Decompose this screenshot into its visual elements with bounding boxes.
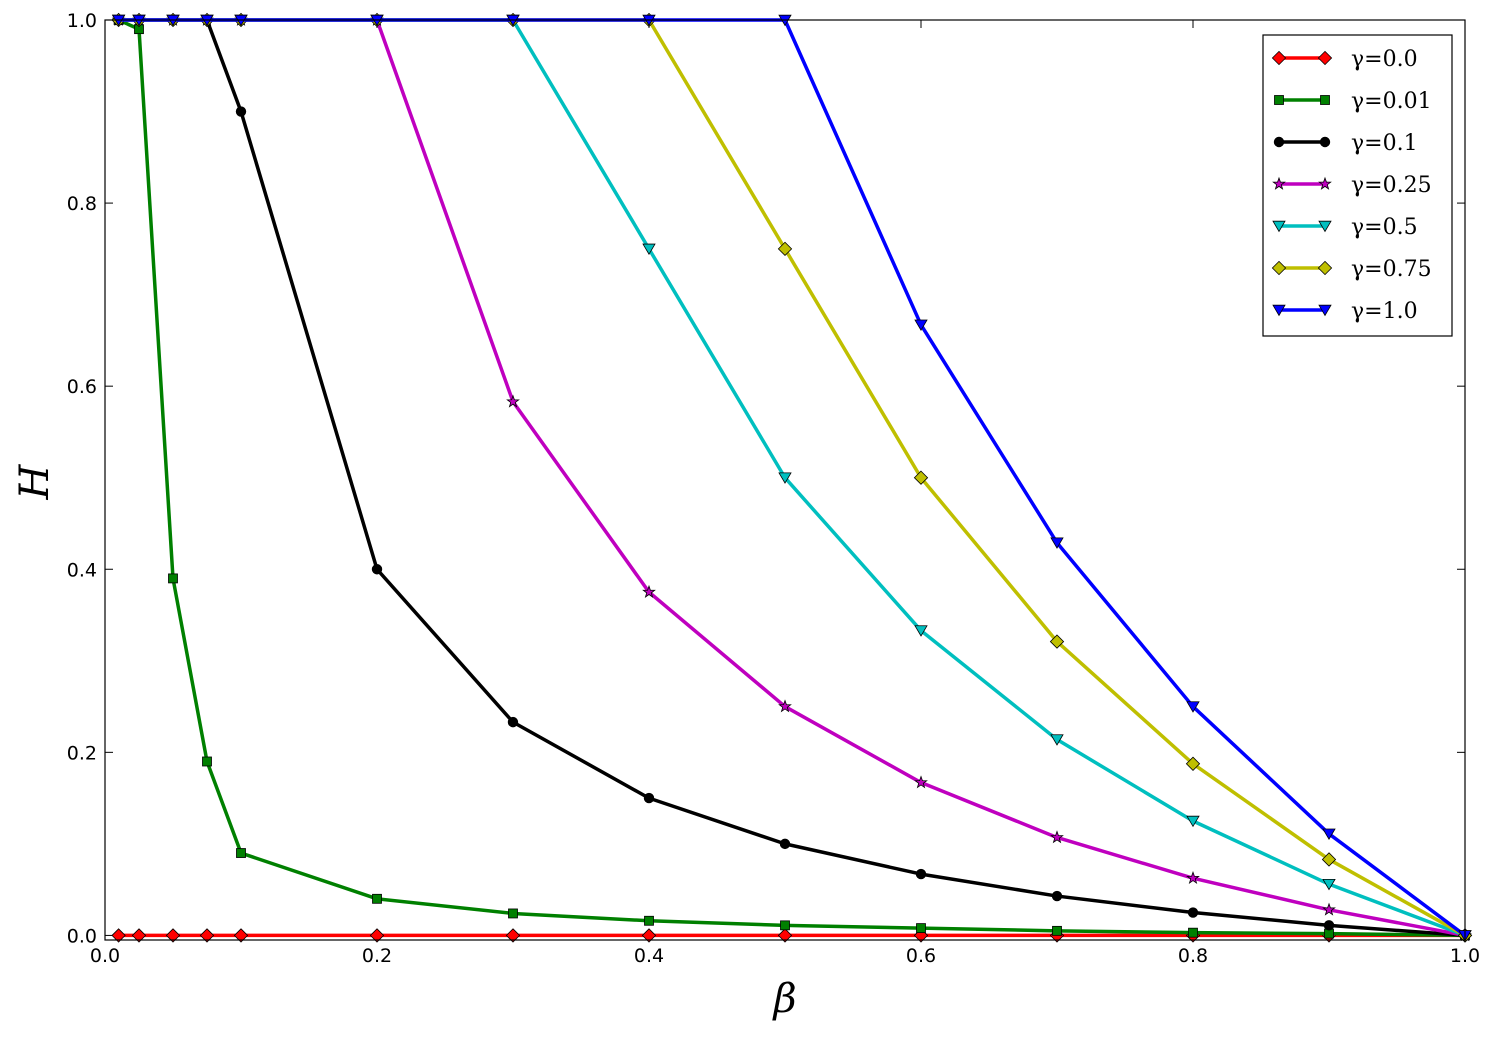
y-tick-label: 0.6 — [67, 376, 97, 398]
data-point — [372, 893, 382, 904]
data-point — [777, 928, 793, 943]
legend-marker — [1272, 304, 1286, 317]
x-tick-label: 0.0 — [90, 945, 120, 967]
x-tick-label: 1.0 — [1450, 945, 1480, 967]
data-point — [642, 243, 656, 256]
data-point — [165, 928, 181, 943]
data-point — [643, 792, 655, 804]
legend-label: γ=0.1 — [1351, 131, 1418, 156]
legend-marker — [1271, 260, 1287, 276]
y-tick-label: 0.8 — [67, 193, 97, 215]
legend-marker — [1318, 304, 1332, 317]
legend-label: γ=1.0 — [1351, 299, 1418, 324]
data-point — [914, 625, 928, 637]
x-axis-label: β — [771, 976, 796, 1022]
legend-marker — [1271, 50, 1287, 66]
data-point — [1185, 756, 1201, 771]
data-point — [1322, 902, 1336, 916]
data-point — [1051, 890, 1063, 902]
data-point — [1186, 870, 1200, 885]
legend-label: γ=0.01 — [1351, 89, 1432, 114]
data-point — [199, 928, 215, 943]
series-line — [117, 18, 1466, 938]
data-point — [369, 928, 385, 943]
data-point — [233, 928, 249, 943]
legend-marker — [1320, 95, 1330, 105]
data-point — [641, 928, 657, 943]
data-point — [1187, 907, 1199, 918]
data-point — [642, 584, 656, 598]
data-point — [1050, 830, 1064, 844]
legend-marker — [1272, 220, 1286, 233]
data-point — [1186, 701, 1200, 713]
legend-label: γ=0.75 — [1351, 257, 1432, 282]
data-point — [913, 470, 929, 485]
legend-marker — [1317, 50, 1333, 66]
legend-label: γ=0.5 — [1351, 215, 1418, 240]
legend-marker — [1317, 260, 1333, 276]
data-point — [371, 564, 383, 575]
data-point — [777, 241, 793, 257]
data-point — [1322, 878, 1336, 891]
data-point — [131, 928, 147, 943]
data-point — [1052, 925, 1062, 936]
data-point — [235, 106, 247, 117]
y-tick-label: 0.2 — [67, 742, 97, 764]
legend-marker — [1318, 220, 1332, 233]
data-point — [778, 472, 792, 484]
data-point — [1188, 927, 1198, 938]
data-point — [914, 775, 928, 789]
legend-label: γ=0.25 — [1351, 173, 1432, 198]
data-point — [780, 920, 790, 931]
data-point — [505, 928, 521, 943]
data-point — [202, 756, 212, 767]
y-axis-label: H — [12, 463, 58, 500]
data-point — [779, 838, 791, 850]
data-point — [1323, 920, 1335, 931]
data-point — [1321, 852, 1337, 867]
data-point — [236, 848, 246, 858]
y-tick-label: 1.0 — [67, 10, 97, 32]
data-point — [168, 573, 178, 584]
x-tick-label: 0.6 — [906, 945, 936, 967]
x-tick-label: 0.2 — [362, 945, 392, 967]
data-point — [915, 868, 927, 880]
data-point — [914, 319, 928, 332]
y-tick-label: 0.0 — [67, 925, 97, 947]
data-point — [1186, 815, 1200, 828]
data-point — [1050, 537, 1064, 549]
x-tick-label: 0.8 — [1178, 945, 1208, 967]
data-point — [1049, 634, 1065, 649]
y-tick-label: 0.4 — [67, 559, 97, 581]
legend-marker — [1274, 95, 1284, 105]
data-point — [111, 928, 126, 943]
legend-marker — [1319, 136, 1331, 148]
plot-frame — [104, 19, 1466, 941]
data-point — [507, 716, 519, 728]
data-point — [508, 908, 518, 919]
data-point — [1322, 828, 1336, 840]
legend-marker — [1273, 136, 1285, 148]
data-point — [913, 928, 929, 943]
data-point — [506, 394, 520, 408]
legend-marker — [1318, 176, 1332, 190]
x-tick-label: 0.4 — [634, 945, 664, 967]
data-point — [778, 699, 792, 713]
legend-label: γ=0.0 — [1351, 47, 1418, 72]
data-point — [1050, 734, 1064, 746]
legend-marker — [1272, 176, 1286, 190]
data-point — [916, 923, 926, 933]
data-point — [644, 915, 654, 926]
